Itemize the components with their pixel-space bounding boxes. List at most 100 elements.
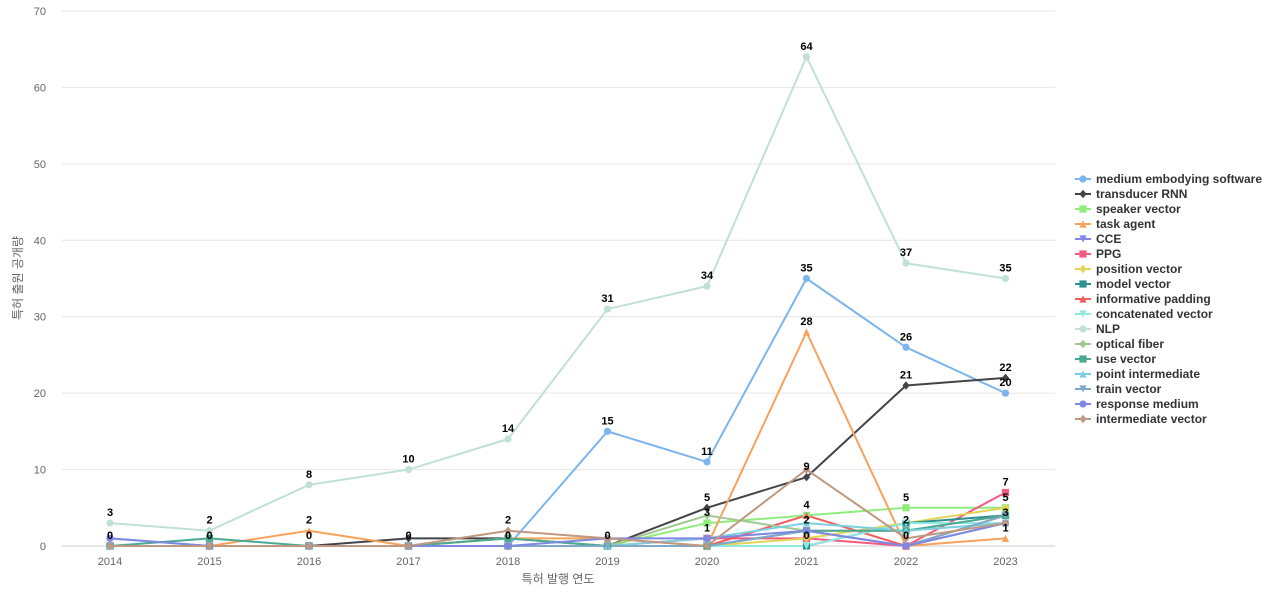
data-label: 21	[900, 370, 912, 382]
y-tick-label: 60	[34, 82, 46, 94]
y-tick-label: 10	[34, 465, 46, 477]
data-label: 2	[803, 515, 809, 527]
legend-item: point intermediate	[1075, 367, 1200, 381]
data-label: 1	[1002, 522, 1008, 534]
data-point	[902, 519, 910, 527]
data-point	[703, 534, 711, 542]
data-point	[802, 511, 811, 520]
data-label: 9	[803, 461, 809, 473]
data-point	[404, 465, 413, 474]
data-labels: 3020820100142031150341153164352894203726…	[107, 41, 1012, 542]
data-point	[1001, 511, 1010, 520]
legend-label: position vector	[1096, 262, 1182, 276]
legend-marker	[1079, 220, 1087, 228]
data-point	[404, 534, 413, 543]
data-point	[802, 274, 811, 283]
legend-marker	[1079, 235, 1087, 243]
data-point	[205, 541, 214, 551]
data-label: 35	[800, 263, 812, 275]
legend-label: medium embodying software	[1096, 172, 1262, 186]
legend-label: train vector	[1096, 382, 1162, 396]
legend-item: model vector	[1075, 277, 1171, 291]
legend-label: transducer RNN	[1096, 187, 1187, 201]
y-tick-label: 0	[40, 541, 46, 553]
series-line	[109, 55, 1006, 532]
legend-label: CCE	[1096, 232, 1121, 246]
legend-item: NLP	[1075, 322, 1120, 336]
series-line	[110, 331, 1006, 547]
legend-marker	[1079, 339, 1087, 349]
data-point	[1001, 389, 1010, 397]
data-point	[902, 542, 910, 550]
y-tick-label: 50	[34, 159, 46, 171]
legend-item: optical fiber	[1075, 337, 1164, 351]
x-tick-label: 2018	[496, 556, 520, 568]
data-label: 14	[502, 423, 515, 435]
data-label: 3	[704, 507, 710, 519]
legend-label: speaker vector	[1096, 202, 1181, 216]
data-point	[802, 534, 811, 543]
x-tick-label: 2014	[98, 556, 122, 568]
data-label: 0	[505, 530, 511, 542]
legend-marker	[1079, 295, 1087, 303]
legend-label: model vector	[1096, 277, 1171, 291]
data-label: 26	[900, 331, 912, 343]
data-label: 0	[306, 530, 312, 542]
data-point	[902, 381, 910, 390]
data-label: 22	[999, 362, 1011, 374]
legend-item: medium embodying software	[1075, 172, 1262, 186]
y-tick-label: 40	[34, 235, 46, 247]
data-label: 2	[505, 515, 511, 527]
data-label: 4	[803, 499, 810, 511]
data-label: 20	[999, 377, 1011, 389]
data-label: 5	[903, 492, 909, 504]
data-label: 28	[800, 316, 812, 328]
data-point	[1001, 518, 1010, 528]
legend-marker	[1079, 325, 1087, 333]
grid-lines	[62, 10, 1055, 547]
data-point	[703, 511, 711, 520]
legend-marker	[1079, 414, 1087, 424]
legend-item: use vector	[1075, 352, 1156, 366]
legend-label: optical fiber	[1096, 337, 1164, 351]
legend-item: PPG	[1075, 247, 1121, 261]
data-label: 5	[704, 492, 710, 504]
data-point	[603, 534, 612, 543]
legend-label: intermediate vector	[1096, 412, 1207, 426]
data-point	[504, 534, 512, 542]
legend-label: informative padding	[1096, 292, 1211, 306]
data-point	[305, 481, 313, 489]
legend-marker	[1079, 310, 1087, 318]
data-label: 0	[803, 530, 809, 542]
data-point	[106, 541, 114, 551]
data-label: 0	[604, 530, 610, 542]
x-tick-label: 2016	[297, 556, 321, 568]
data-point	[703, 519, 711, 527]
data-point	[504, 435, 512, 443]
legend-item: speaker vector	[1075, 202, 1181, 216]
data-label: 11	[701, 446, 713, 458]
data-label: 2	[903, 515, 909, 527]
data-label: 10	[402, 454, 414, 466]
data-label: 0	[107, 530, 113, 542]
x-tick-label: 2021	[794, 556, 818, 568]
legend-item: concatenated vector	[1075, 307, 1213, 321]
data-point	[802, 53, 811, 61]
data-point	[504, 526, 512, 535]
series-lines	[109, 55, 1006, 547]
data-point	[1001, 488, 1010, 497]
data-point	[1001, 274, 1010, 283]
x-tick-label: 2023	[993, 556, 1017, 568]
y-tick-label: 70	[34, 6, 46, 18]
y-axis-title: 특허 출원 공개량	[11, 236, 25, 320]
legend-item: train vector	[1075, 382, 1162, 396]
data-label: 2	[306, 515, 312, 527]
data-label: 3	[107, 507, 113, 519]
data-point	[603, 427, 612, 435]
data-point	[902, 534, 910, 543]
data-label: 37	[900, 247, 912, 259]
data-point	[802, 473, 811, 482]
